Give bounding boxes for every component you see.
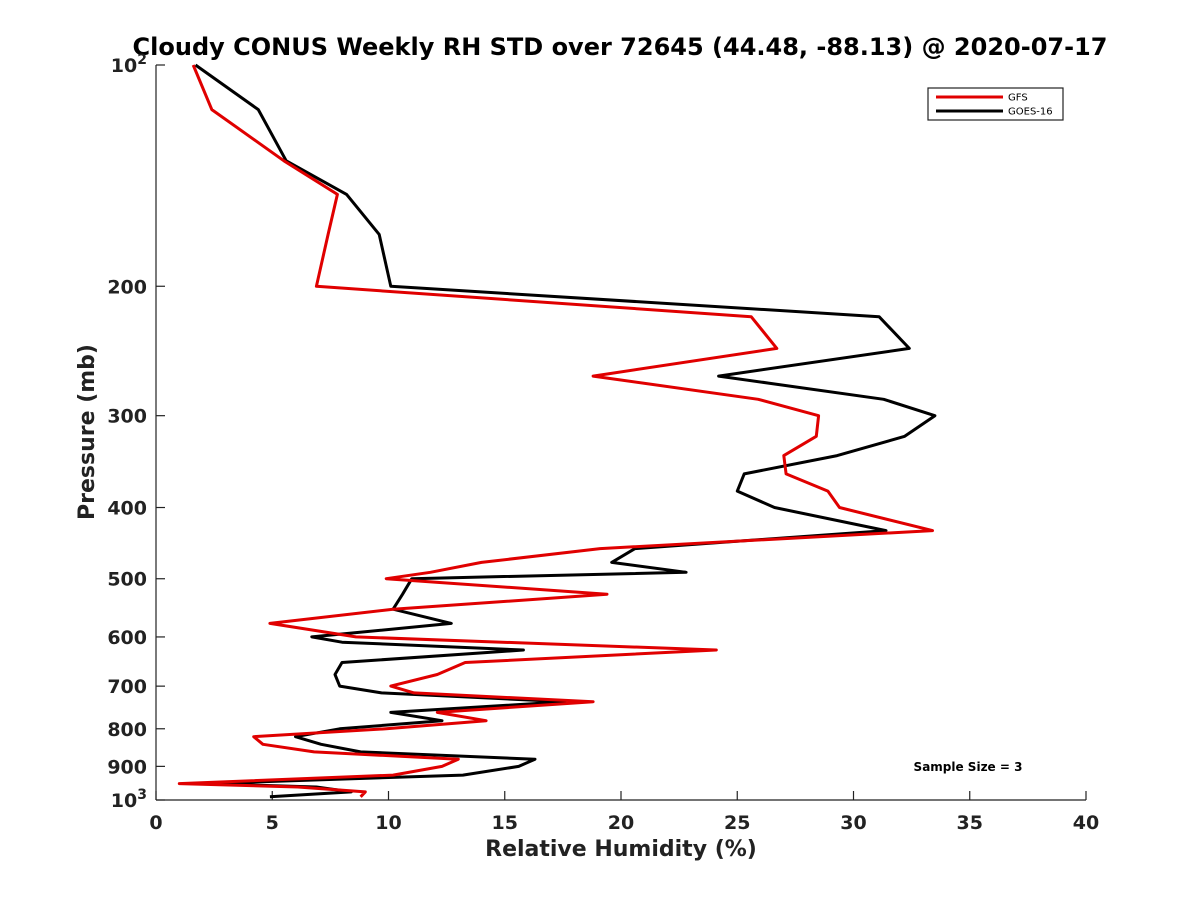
x-tick-label: 30 [840,812,866,834]
sample-size-annotation: Sample Size = 3 [914,760,1023,774]
y-tick-label-base: 500 [107,569,147,591]
y-axis-label: Pressure (mb) [75,344,100,520]
x-tick-label: 0 [149,812,162,834]
plot-area [156,65,1086,800]
y-tick-label-base: 200 [107,276,147,298]
y-tick-label: 400 [107,498,147,520]
x-tick-label: 25 [724,812,750,834]
x-tick-label: 40 [1073,812,1099,834]
y-tick-label: 700 [107,676,147,698]
y-tick-label: 500 [107,569,147,591]
x-tick-label: 5 [266,812,279,834]
y-tick-label: 600 [107,627,147,649]
legend: GFS GOES-16 [927,87,1064,121]
series-layer [177,63,937,799]
x-tick-label: 35 [957,812,983,834]
x-ticks: 0 5 10 15 20 25 30 35 40 [149,791,1099,834]
legend-label: GOES-16 [1008,107,1053,118]
y-tick-label-base: 600 [107,627,147,649]
y-tick-label: 200 [107,276,147,298]
chart-title: Cloudy CONUS Weekly RH STD over 72645 (4… [133,33,1108,61]
y-tick-label-exponent: 3 [137,787,147,803]
y-tick-label-base: 10 [111,55,137,77]
series-line-gfs [177,64,934,798]
y-tick-label-base: 300 [107,406,147,428]
x-tick-label: 20 [608,812,634,834]
x-tick-label: 15 [492,812,518,834]
y-tick-label-base: 800 [107,719,147,741]
y-tick-label: 800 [107,719,147,741]
x-tick-label: 10 [375,812,401,834]
legend-box [927,87,1064,121]
y-tick-label: 900 [107,756,147,778]
y-tick-label-base: 10 [111,790,137,812]
x-axis-label: Relative Humidity (%) [485,837,757,862]
y-tick-label-base: 700 [107,676,147,698]
y-tick-label: 103 [111,787,147,812]
y-tick-label-base: 900 [107,756,147,778]
legend-label: GFS [1008,93,1028,104]
y-tick-label-base: 400 [107,498,147,520]
y-tick-label: 300 [107,406,147,428]
y-tick-label: 102 [111,52,147,77]
y-tick-label-exponent: 2 [137,52,147,68]
